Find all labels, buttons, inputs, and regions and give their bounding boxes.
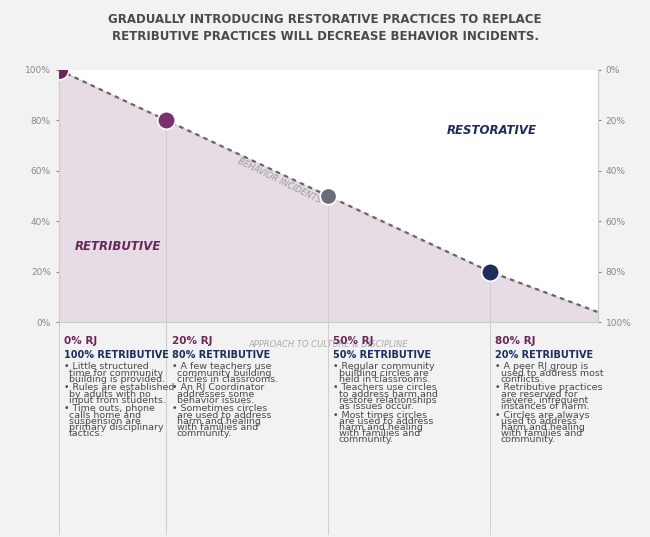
Text: time for community: time for community bbox=[69, 368, 163, 378]
Text: • Most times circles: • Most times circles bbox=[333, 411, 428, 419]
Text: • Teachers use circles: • Teachers use circles bbox=[333, 383, 437, 393]
Text: • Sometimes circles: • Sometimes circles bbox=[172, 404, 267, 413]
Text: • Time outs, phone: • Time outs, phone bbox=[64, 404, 155, 413]
Text: addresses some: addresses some bbox=[177, 390, 254, 398]
Text: with families and: with families and bbox=[339, 429, 420, 438]
Text: are reserved for: are reserved for bbox=[500, 390, 577, 398]
Text: harm and healing: harm and healing bbox=[177, 417, 261, 426]
Text: conflicts.: conflicts. bbox=[500, 375, 543, 384]
Text: community building: community building bbox=[177, 368, 271, 378]
Text: • A peer RJ group is: • A peer RJ group is bbox=[495, 362, 588, 372]
Text: community.: community. bbox=[339, 436, 394, 444]
Text: RETRIBUTIVE: RETRIBUTIVE bbox=[75, 240, 161, 253]
Text: community.: community. bbox=[500, 436, 556, 444]
Text: instances of harm.: instances of harm. bbox=[500, 402, 589, 411]
Text: harm and healing: harm and healing bbox=[500, 423, 584, 432]
Text: as issues occur.: as issues occur. bbox=[339, 402, 413, 411]
Text: GRADUALLY INTRODUCING RESTORATIVE PRACTICES TO REPLACE
RETRIBUTIVE PRACTICES WIL: GRADUALLY INTRODUCING RESTORATIVE PRACTI… bbox=[109, 13, 541, 43]
Text: are used to address: are used to address bbox=[177, 411, 271, 419]
Point bbox=[161, 116, 172, 125]
Text: to address harm and: to address harm and bbox=[339, 390, 437, 398]
Point bbox=[53, 66, 64, 74]
Point bbox=[323, 192, 333, 200]
Text: with families and: with families and bbox=[500, 429, 582, 438]
Text: used to address: used to address bbox=[500, 417, 577, 426]
Text: held in classrooms.: held in classrooms. bbox=[339, 375, 430, 384]
Text: 80% RJ: 80% RJ bbox=[495, 336, 536, 346]
Text: APPROACH TO CULTURE & DISCIPLINE: APPROACH TO CULTURE & DISCIPLINE bbox=[248, 340, 408, 349]
Text: 50% RJ: 50% RJ bbox=[333, 336, 374, 346]
Text: 80% RETRIBUTIVE: 80% RETRIBUTIVE bbox=[172, 350, 270, 360]
Text: • Circles are always: • Circles are always bbox=[495, 411, 590, 419]
Text: • Rules are established: • Rules are established bbox=[64, 383, 174, 393]
Text: used to address most: used to address most bbox=[500, 368, 603, 378]
Text: input from students.: input from students. bbox=[69, 396, 166, 405]
Point bbox=[485, 267, 495, 276]
Text: • Little structured: • Little structured bbox=[64, 362, 148, 372]
Text: circles in classrooms.: circles in classrooms. bbox=[177, 375, 278, 384]
Text: community.: community. bbox=[177, 429, 232, 438]
Text: are used to address: are used to address bbox=[339, 417, 433, 426]
Text: 20% RETRIBUTIVE: 20% RETRIBUTIVE bbox=[495, 350, 593, 360]
Text: • Retributive practices: • Retributive practices bbox=[495, 383, 603, 393]
Text: calls home and: calls home and bbox=[69, 411, 141, 419]
Text: • A few teachers use: • A few teachers use bbox=[172, 362, 271, 372]
Text: • An RJ Coordinator: • An RJ Coordinator bbox=[172, 383, 264, 393]
Text: primary disciplinary: primary disciplinary bbox=[69, 423, 164, 432]
Text: severe, infrequent: severe, infrequent bbox=[500, 396, 588, 405]
Text: with families and: with families and bbox=[177, 423, 258, 432]
Text: • Regular community: • Regular community bbox=[333, 362, 435, 372]
Text: by adults with no: by adults with no bbox=[69, 390, 151, 398]
Text: harm and healing: harm and healing bbox=[339, 423, 423, 432]
Text: behavior issues.: behavior issues. bbox=[177, 396, 254, 405]
Text: 100% RETRIBUTIVE: 100% RETRIBUTIVE bbox=[64, 350, 168, 360]
Text: BEHAVIOR INCIDENTS: BEHAVIOR INCIDENTS bbox=[237, 157, 323, 205]
Text: building is provided.: building is provided. bbox=[69, 375, 165, 384]
Text: tactics.: tactics. bbox=[69, 429, 103, 438]
Text: 0% RJ: 0% RJ bbox=[64, 336, 97, 346]
Text: restore relationships: restore relationships bbox=[339, 396, 436, 405]
Text: suspension are: suspension are bbox=[69, 417, 140, 426]
Text: 50% RETRIBUTIVE: 50% RETRIBUTIVE bbox=[333, 350, 432, 360]
Text: building circles are: building circles are bbox=[339, 368, 428, 378]
Text: 20% RJ: 20% RJ bbox=[172, 336, 212, 346]
Text: RESTORATIVE: RESTORATIVE bbox=[447, 124, 537, 137]
